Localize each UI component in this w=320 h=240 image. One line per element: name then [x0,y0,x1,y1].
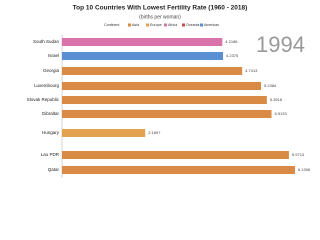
bar [62,166,295,174]
category-label: Qatar [48,167,60,172]
value-label: 2.1897 [148,130,161,135]
value-label: 5.5133 [275,111,288,116]
legend-label: Europe [150,23,162,27]
legend-swatch [128,23,131,27]
chart-subtitle: (births per woman) [139,14,181,20]
bar [62,96,267,104]
category-label: Hungary [42,130,60,135]
legend-label: Africa [168,23,177,27]
bar [62,38,223,46]
legend-label: Americas [204,23,219,27]
bar [62,110,272,118]
value-label: 4.2375 [226,53,239,58]
category-label: South Sudan [33,39,60,44]
bar [62,151,289,159]
value-label: 5.3916 [270,97,283,102]
legend-swatch [146,23,149,27]
value-label: 6.1306 [298,167,311,172]
bar [62,82,262,90]
legend-title: Continent [104,23,119,27]
value-label: 4.2186 [225,39,238,44]
value-label: 5.9713 [292,152,305,157]
year-label: 1994 [256,32,305,57]
value-label: 5.2384 [264,83,277,88]
category-label: Luxembourg [34,83,60,88]
bar [62,129,146,137]
category-label: Lao PDR [41,152,60,157]
chart: Top 10 Countries With Lowest Fertility R… [27,5,311,178]
value-label: 4.7413 [245,68,258,73]
category-label: Georgia [43,68,60,73]
category-label: Gibraltar [42,111,60,116]
legend-swatch [182,23,185,27]
bar [62,52,224,60]
legend-label: Asia [132,23,139,27]
legend-swatch [200,23,203,27]
category-label: Israel [48,53,59,58]
legend-label: Oceania [186,23,199,27]
bar [62,67,243,75]
legend-swatch [164,23,167,27]
chart-title: Top 10 Countries With Lowest Fertility R… [73,5,248,12]
category-label: Slovak Republic [27,97,60,102]
